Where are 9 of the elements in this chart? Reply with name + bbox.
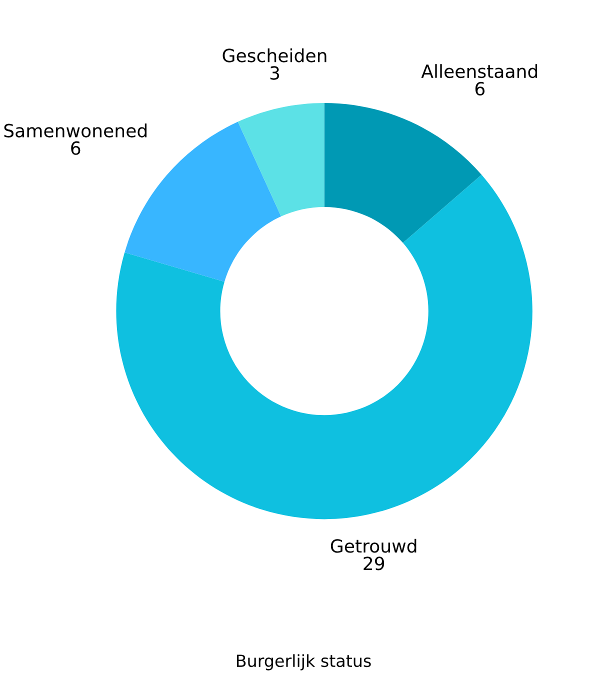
data-label: 6 (475, 82, 485, 96)
slice-label: Samenwonened (4, 123, 147, 138)
text: Burgerlijk status (236, 654, 371, 670)
slice-label: Getrouwd (330, 538, 416, 553)
slice-label: Gescheiden (222, 48, 326, 62)
data-label: 6 (71, 141, 80, 155)
data-label: 29 (364, 556, 384, 570)
slice-label: Alleenstaand (421, 64, 538, 78)
data-label: 3 (270, 66, 280, 80)
